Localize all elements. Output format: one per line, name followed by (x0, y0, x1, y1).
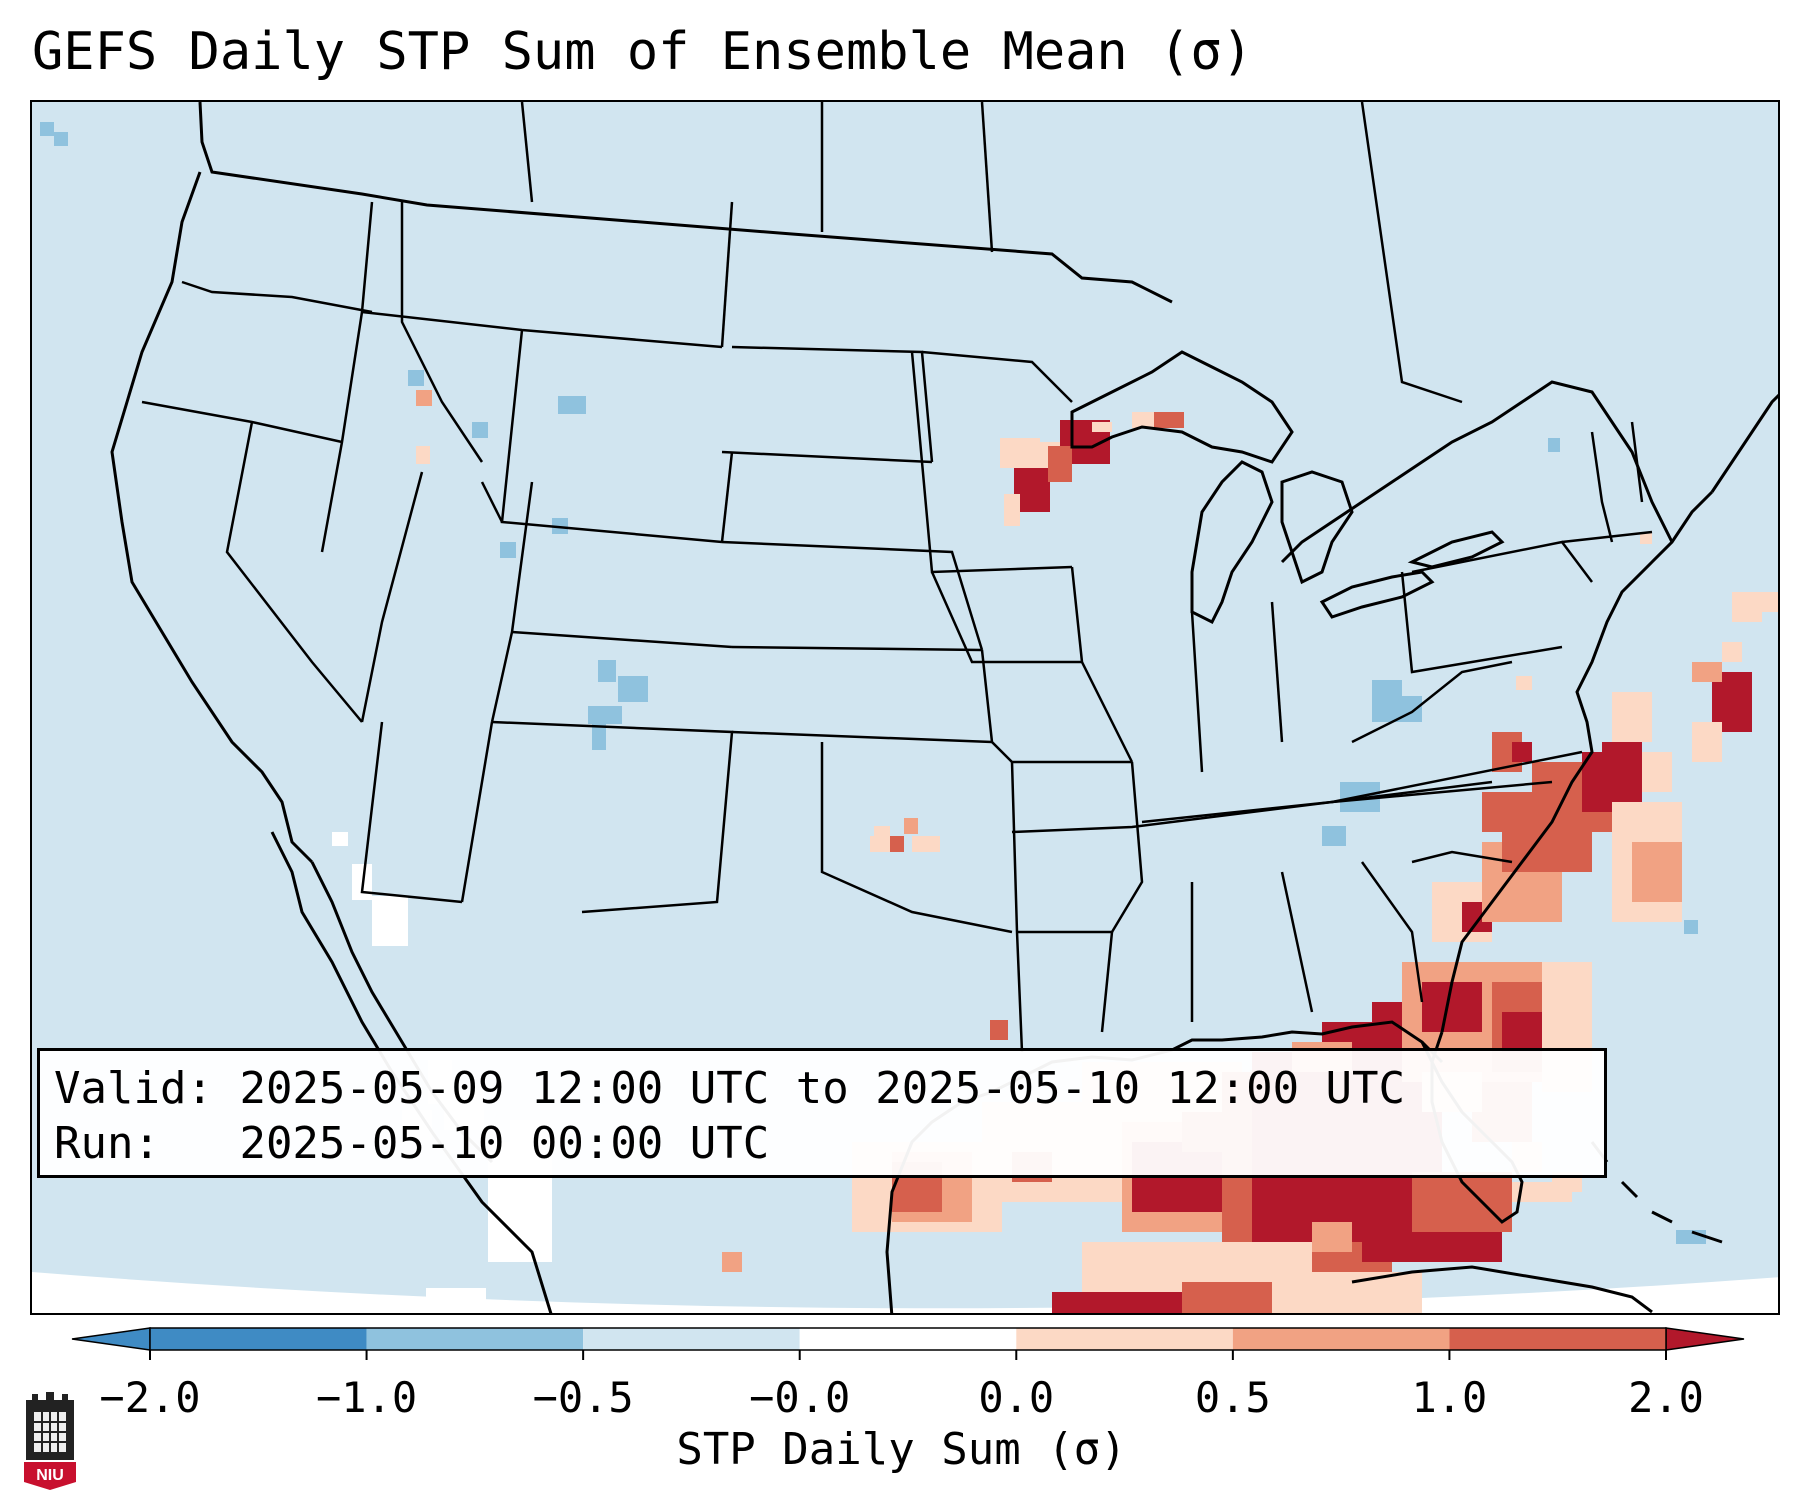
colorbar-extend-min (71, 1327, 151, 1351)
tick-label-2-0: 2.0 (1628, 1373, 1704, 1422)
colorbar-label: STP Daily Sum (σ) (676, 1424, 1127, 1475)
tick-label-m2-0: −2.0 (99, 1373, 200, 1422)
colorbar-ticks (149, 1350, 1667, 1360)
tick-label-m0-5: −0.5 (533, 1373, 634, 1422)
colorbar-segment (799, 1328, 1017, 1350)
valid-time: 2025-05-09 12:00 UTC to 2025-05-10 12:00… (239, 1063, 1406, 1114)
tick-label-0-0: 0.0 (978, 1373, 1054, 1422)
colorbar-segment (1016, 1328, 1233, 1350)
tick-label-m1-0: −1.0 (316, 1373, 417, 1422)
colorbar-cells (71, 1327, 1745, 1351)
tick-label-m0-0: −0.0 (749, 1373, 850, 1422)
colorbar-extend-max (1665, 1327, 1745, 1351)
colorbar-segment (150, 1328, 367, 1350)
state-borders (141, 102, 1653, 1053)
colorbar: −2.0 −1.0 −0.5 −0.0 0.0 0.5 1.0 2.0 (71, 1327, 1745, 1422)
colorbar-segment (583, 1328, 800, 1350)
colorbar-tick-labels: −2.0 −1.0 −0.5 −0.0 0.0 0.5 1.0 2.0 (99, 1373, 1704, 1422)
valid-label: Valid: (54, 1063, 213, 1114)
valid-run-info-box: Valid: 2025-05-09 12:00 UTC to 2025-05-1… (37, 1048, 1607, 1178)
logo-text: NIU (36, 1467, 64, 1484)
tick-label-1-0: 1.0 (1411, 1373, 1487, 1422)
tick-label-0-5: 0.5 (1195, 1373, 1271, 1422)
colorbar-segment (1449, 1328, 1666, 1350)
run-time: 2025-05-10 00:00 UTC (239, 1118, 770, 1169)
colorbar-outline (149, 1327, 1667, 1351)
colorbar-segment (366, 1328, 584, 1350)
niu-logo-icon: NIU (24, 1392, 76, 1490)
colorbar-segment (1232, 1328, 1450, 1350)
run-label: Run: (54, 1118, 160, 1169)
map-title: GEFS Daily STP Sum of Ensemble Mean (σ) (32, 22, 1253, 82)
negative-anomaly-cells (40, 122, 1706, 1244)
